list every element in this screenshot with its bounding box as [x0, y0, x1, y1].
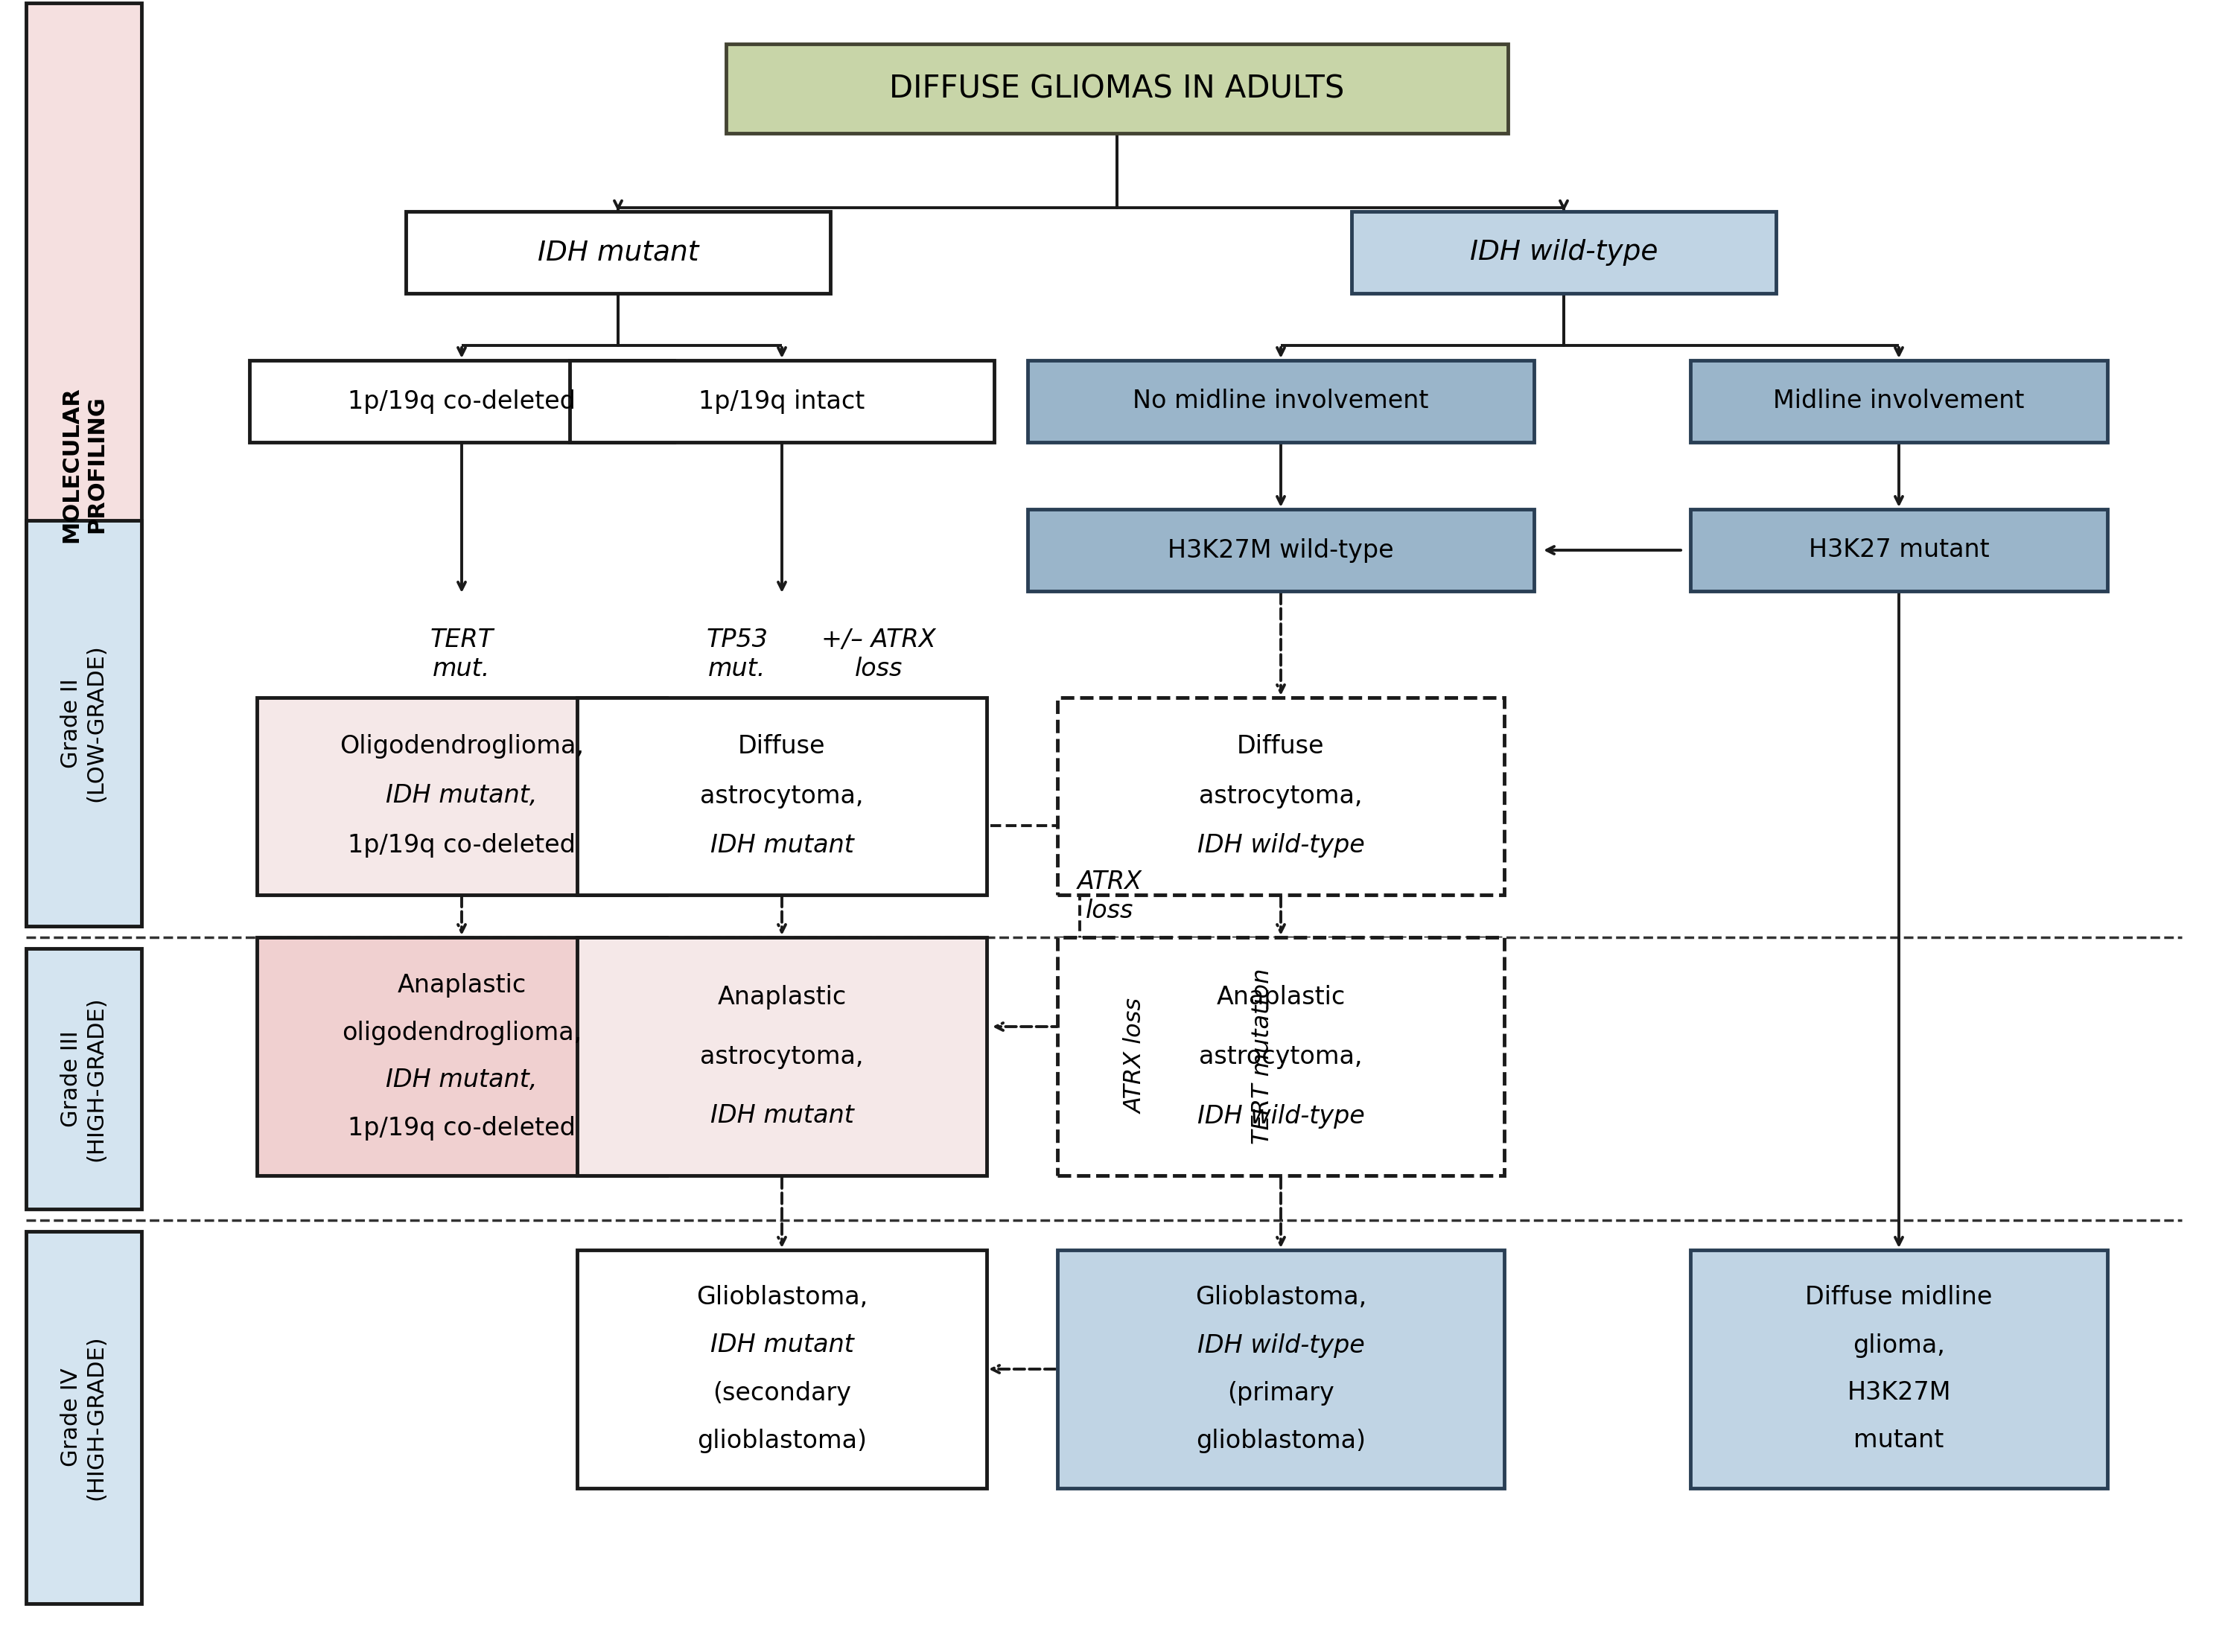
Text: glioblastoma): glioblastoma): [696, 1429, 868, 1452]
Text: 1p/19q co-deleted: 1p/19q co-deleted: [348, 388, 576, 413]
FancyBboxPatch shape: [406, 211, 830, 294]
Text: Diffuse midline: Diffuse midline: [1805, 1285, 1992, 1310]
Text: IDH mutant,: IDH mutant,: [386, 1067, 538, 1092]
Text: Glioblastoma,: Glioblastoma,: [1196, 1285, 1368, 1310]
Text: ATRX loss: ATRX loss: [1124, 999, 1147, 1113]
Text: IDH mutant,: IDH mutant,: [386, 783, 538, 808]
Text: Glioblastoma,: Glioblastoma,: [696, 1285, 868, 1310]
Text: 1p/19q co-deleted: 1p/19q co-deleted: [348, 833, 576, 857]
Text: DIFFUSE GLIOMAS IN ADULTS: DIFFUSE GLIOMAS IN ADULTS: [890, 73, 1345, 104]
FancyBboxPatch shape: [1057, 697, 1504, 894]
FancyBboxPatch shape: [725, 45, 1508, 134]
Text: astrocytoma,: astrocytoma,: [701, 783, 863, 808]
Text: astrocytoma,: astrocytoma,: [1198, 783, 1363, 808]
FancyBboxPatch shape: [27, 3, 141, 927]
Text: astrocytoma,: astrocytoma,: [701, 1044, 863, 1069]
Text: Grade II
(LOW-GRADE): Grade II (LOW-GRADE): [60, 644, 107, 803]
FancyBboxPatch shape: [257, 697, 667, 894]
Text: Grade IV
(HIGH-GRADE): Grade IV (HIGH-GRADE): [60, 1335, 107, 1500]
FancyBboxPatch shape: [578, 1251, 986, 1488]
Text: H3K27M: H3K27M: [1847, 1381, 1950, 1406]
Text: TERT mutation: TERT mutation: [1252, 968, 1274, 1145]
Text: Diffuse: Diffuse: [1236, 733, 1325, 758]
Text: H3K27 mutant: H3K27 mutant: [1809, 539, 1990, 562]
Text: IDH wild-type: IDH wild-type: [1470, 240, 1658, 266]
Text: TP53
mut.: TP53 mut.: [707, 628, 767, 681]
FancyBboxPatch shape: [27, 520, 141, 927]
Text: IDH mutant: IDH mutant: [709, 1104, 854, 1128]
Text: TERT
mut.: TERT mut.: [431, 628, 493, 681]
Text: Oligodendroglioma,: Oligodendroglioma,: [339, 733, 585, 758]
Text: Anaplastic: Anaplastic: [718, 985, 846, 1009]
Text: ATRX
loss: ATRX loss: [1078, 871, 1142, 923]
Text: H3K27M wild-type: H3K27M wild-type: [1167, 539, 1394, 562]
FancyBboxPatch shape: [578, 697, 986, 894]
Text: Midline involvement: Midline involvement: [1774, 388, 2024, 413]
FancyBboxPatch shape: [1691, 509, 2108, 591]
FancyBboxPatch shape: [1691, 360, 2108, 443]
Text: Grade III
(HIGH-GRADE): Grade III (HIGH-GRADE): [60, 996, 107, 1161]
Text: 1p/19q co-deleted: 1p/19q co-deleted: [348, 1115, 576, 1140]
Text: 1p/19q intact: 1p/19q intact: [698, 388, 866, 413]
Text: (secondary: (secondary: [712, 1381, 852, 1406]
Text: IDH mutant: IDH mutant: [709, 833, 854, 857]
FancyBboxPatch shape: [1691, 1251, 2108, 1488]
Text: glioblastoma): glioblastoma): [1196, 1429, 1365, 1452]
Text: IDH mutant: IDH mutant: [709, 1333, 854, 1358]
Text: (primary: (primary: [1227, 1381, 1334, 1406]
FancyBboxPatch shape: [27, 1231, 141, 1604]
FancyBboxPatch shape: [257, 937, 667, 1176]
FancyBboxPatch shape: [250, 360, 674, 443]
Text: oligodendroglioma,: oligodendroglioma,: [341, 1021, 582, 1044]
FancyBboxPatch shape: [27, 948, 141, 1209]
FancyBboxPatch shape: [1352, 211, 1776, 294]
Text: IDH wild-type: IDH wild-type: [1198, 1104, 1365, 1128]
FancyBboxPatch shape: [1057, 1251, 1504, 1488]
FancyBboxPatch shape: [1028, 360, 1535, 443]
Text: MOLECULAR
PROFILING: MOLECULAR PROFILING: [60, 387, 107, 542]
FancyBboxPatch shape: [1057, 937, 1504, 1176]
Text: Anaplastic: Anaplastic: [397, 973, 527, 998]
Text: +/– ATRX
loss: +/– ATRX loss: [821, 628, 935, 681]
Text: IDH wild-type: IDH wild-type: [1198, 833, 1365, 857]
Text: mutant: mutant: [1854, 1429, 1943, 1452]
Text: Anaplastic: Anaplastic: [1216, 985, 1345, 1009]
Text: glioma,: glioma,: [1852, 1333, 1945, 1358]
Text: IDH wild-type: IDH wild-type: [1198, 1333, 1365, 1358]
FancyBboxPatch shape: [569, 360, 995, 443]
Text: astrocytoma,: astrocytoma,: [1198, 1044, 1363, 1069]
FancyBboxPatch shape: [578, 937, 986, 1176]
FancyBboxPatch shape: [1028, 509, 1535, 591]
Text: IDH mutant: IDH mutant: [538, 240, 698, 266]
Text: Diffuse: Diffuse: [738, 733, 825, 758]
Text: No midline involvement: No midline involvement: [1133, 388, 1428, 413]
